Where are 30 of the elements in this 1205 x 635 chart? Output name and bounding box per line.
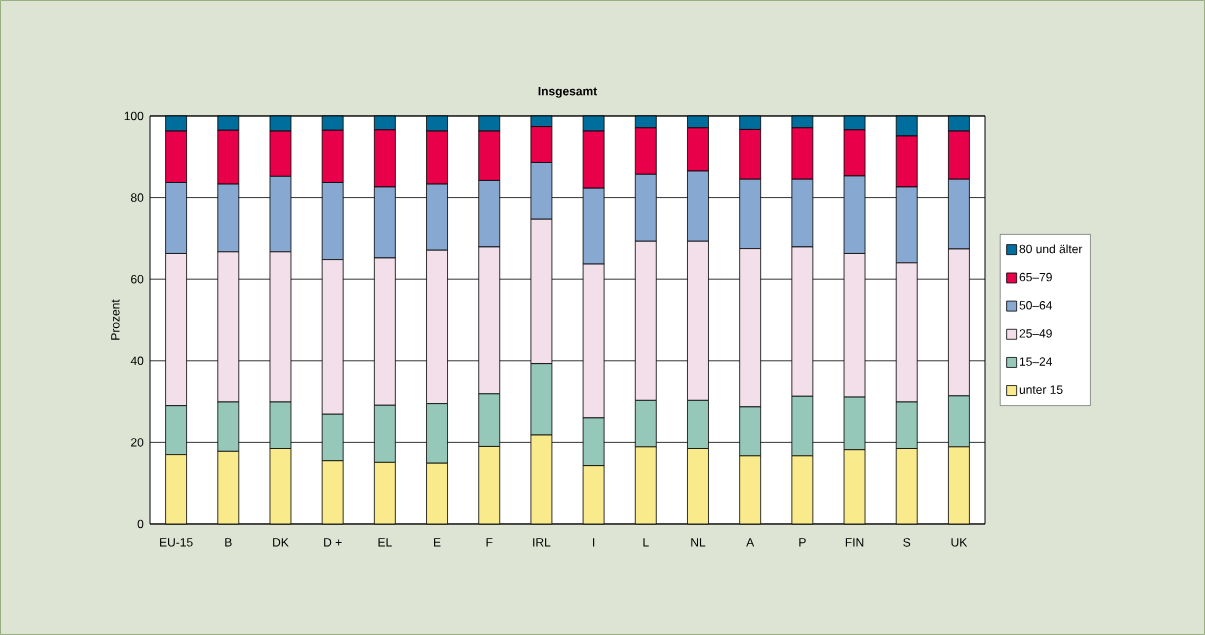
legend-label: 50–64 bbox=[1019, 301, 1053, 310]
legend-label: 65–79 bbox=[1019, 272, 1052, 282]
x-tick-label: FIN bbox=[845, 538, 864, 547]
x-tick-label: L bbox=[643, 538, 649, 547]
chart-title: Insgesamt bbox=[538, 87, 598, 98]
x-tick-label: EU-15 bbox=[160, 538, 193, 547]
x-tick-label: NL bbox=[691, 538, 706, 547]
y-axis-title: Prozent bbox=[111, 299, 120, 340]
legend-label: 80 und älter bbox=[1019, 244, 1083, 254]
x-tick-label: A bbox=[746, 538, 755, 547]
x-tick-label: I bbox=[593, 538, 595, 547]
y-tick-label: 80 bbox=[130, 193, 144, 202]
x-tick-label: UK bbox=[951, 538, 968, 547]
x-tick-label: P bbox=[799, 538, 806, 547]
y-tick-label: 60 bbox=[131, 274, 144, 284]
x-tick-label: F bbox=[486, 538, 493, 547]
x-tick-label: EL bbox=[378, 538, 392, 547]
x-tick-label: DK bbox=[273, 538, 289, 547]
x-tick-label: S bbox=[903, 538, 911, 547]
y-tick-label: 20 bbox=[131, 438, 144, 447]
legend-label: 15–24 bbox=[1019, 357, 1053, 366]
y-tick-label: 40 bbox=[130, 356, 144, 366]
legend-label: unter 15 bbox=[1019, 385, 1063, 394]
x-tick-label: E bbox=[434, 538, 441, 547]
y-tick-label: 100 bbox=[124, 111, 144, 121]
x-tick-label: D + bbox=[324, 538, 342, 547]
legend-label: 25–49 bbox=[1019, 329, 1052, 338]
x-tick-label: B bbox=[225, 538, 232, 547]
x-tick-label: IRL bbox=[533, 538, 551, 547]
y-tick-label: 0 bbox=[137, 519, 144, 529]
